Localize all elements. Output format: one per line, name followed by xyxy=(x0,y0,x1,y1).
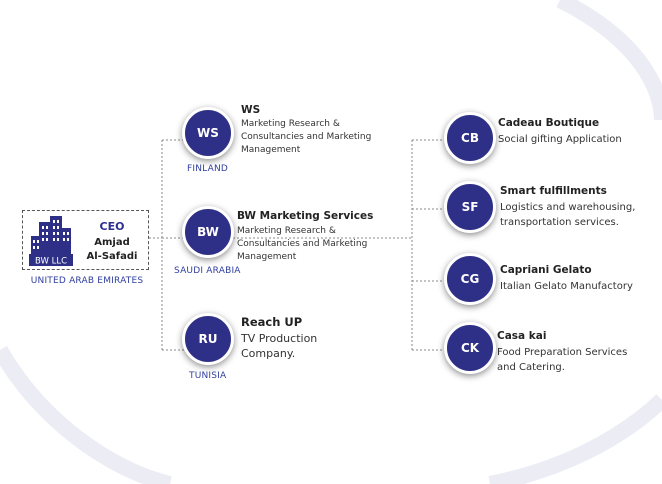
desc-line: Management xyxy=(241,145,301,155)
subsidiary-name-sf: Smart fulfillments xyxy=(500,185,607,197)
company-node-bw: BW xyxy=(182,206,234,258)
subsidiary-desc-cb: Social gifting Application xyxy=(498,132,622,147)
desc-line: Management xyxy=(237,252,297,262)
company-country-bw: SAUDI ARABIA xyxy=(174,266,241,276)
bw-llc-logo: BW LLC xyxy=(29,214,73,266)
subsidiary-name-cb: Cadeau Boutique xyxy=(498,117,600,129)
subsidiary-name-ck: Casa kai xyxy=(497,330,547,342)
subsidiary-name-cg: Capriani Gelato xyxy=(500,264,592,276)
desc-line: Marketing Research & xyxy=(237,226,336,236)
subsidiary-node-cg: CG xyxy=(444,253,496,305)
subsidiary-node-cb: CB xyxy=(444,112,496,164)
desc-line: Company. xyxy=(241,347,296,360)
company-node-ws: WS xyxy=(182,107,234,159)
company-desc-ru: TV Production Company. xyxy=(241,331,317,361)
company-country-ru: TUNISIA xyxy=(189,371,227,381)
desc-line: and Catering. xyxy=(497,362,565,373)
desc-line: Consultancies and Marketing xyxy=(237,239,368,249)
company-node-ru: RU xyxy=(182,313,234,365)
subsidiary-node-sf: SF xyxy=(444,181,496,233)
ceo-name: Amjad Al-Safadi xyxy=(79,236,145,264)
subsidiary-desc-ck: Food Preparation Services and Catering. xyxy=(497,345,627,375)
ceo-title: CEO xyxy=(99,220,125,233)
desc-line: TV Production xyxy=(241,332,318,345)
desc-line: Logistics and warehousing, xyxy=(500,202,636,213)
desc-line: Consultancies and Marketing xyxy=(241,132,372,142)
company-desc-ws: Marketing Research & Consultancies and M… xyxy=(241,118,371,157)
subsidiary-desc-sf: Logistics and warehousing, transportatio… xyxy=(500,200,635,230)
ceo-name-line2: Al-Safadi xyxy=(86,251,138,262)
desc-line: Italian Gelato Manufactory xyxy=(500,281,633,292)
desc-line: Social gifting Application xyxy=(498,134,622,145)
ceo-country: UNITED ARAB EMIRATES xyxy=(30,276,144,286)
company-name-ru: Reach UP xyxy=(241,315,303,329)
subsidiary-node-ck: CK xyxy=(444,322,496,374)
ceo-name-line1: Amjad xyxy=(94,237,130,248)
desc-line: Marketing Research & xyxy=(241,119,340,129)
desc-line: transportation services. xyxy=(500,217,619,228)
subsidiary-desc-cg: Italian Gelato Manufactory xyxy=(500,279,633,294)
logo-text: BW LLC xyxy=(35,257,67,267)
company-name-ws: WS xyxy=(241,104,261,116)
company-country-ws: FINLAND xyxy=(187,164,229,174)
ceo-box: BW LLC CEO Amjad Al-Safadi xyxy=(22,210,149,270)
company-name-bw: BW Marketing Services xyxy=(237,210,374,222)
desc-line: Food Preparation Services xyxy=(497,347,628,358)
company-desc-bw: Marketing Research & Consultancies and M… xyxy=(237,225,367,264)
